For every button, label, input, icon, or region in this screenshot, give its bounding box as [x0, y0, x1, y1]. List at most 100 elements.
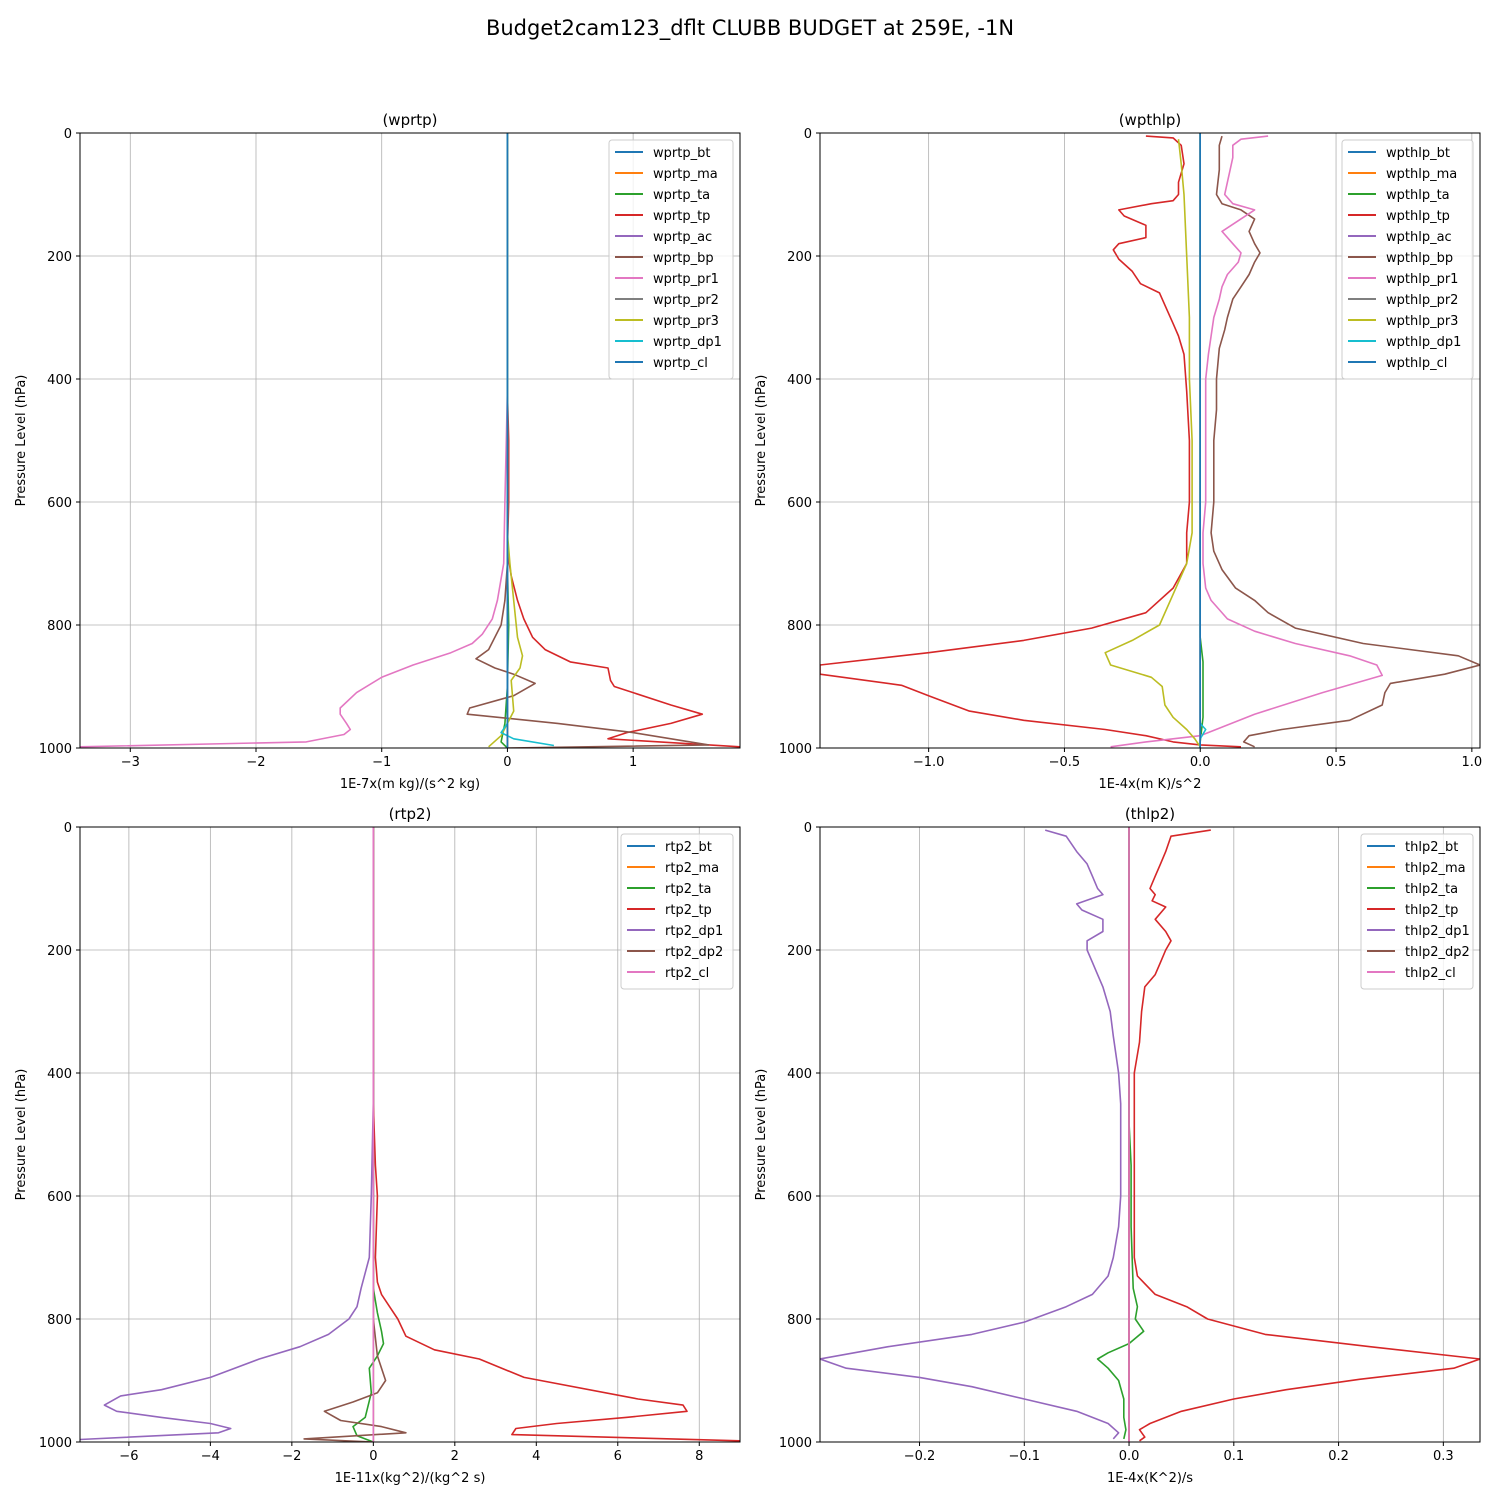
legend-entry: wprtp_pr2 [653, 293, 719, 308]
legend-entry: wpthlp_tp [1386, 209, 1450, 224]
legend: rtp2_bt rtp2_ma rtp2_ta rtp2_tp rtp2_dp1 rtp2… [620, 833, 734, 990]
y-tick-label: 1000 [39, 742, 72, 757]
y-axis-label: Pressure Level (hPa) [14, 375, 29, 507]
x-tick-label: 2 [451, 1449, 459, 1464]
x-tick-label: −0.2 [904, 1449, 936, 1464]
panel-title: (rtp2) [389, 805, 432, 823]
x-axis-label: 1E-11x(kg^2)/(kg^2 s) [335, 1471, 486, 1486]
panel-title: (thlp2) [1125, 805, 1175, 823]
y-tick-label: 600 [47, 496, 72, 511]
y-tick-label: 0 [804, 821, 812, 836]
y-tick-label: 400 [787, 373, 812, 388]
legend-entry: thlp2_ta [1405, 882, 1458, 897]
legend-entry: thlp2_dp2 [1405, 945, 1470, 960]
x-tick-label: 0.2 [1328, 1449, 1349, 1464]
y-tick-label: 600 [47, 1190, 72, 1205]
y-tick-label: 800 [787, 619, 812, 634]
legend-entry: wprtp_bp [653, 251, 714, 266]
legend-entry: rtp2_ma [665, 861, 719, 876]
y-tick-label: 1000 [39, 1436, 72, 1451]
legend-entry: rtp2_dp2 [665, 945, 723, 960]
series-line-wprtp_pr1 [80, 133, 509, 748]
panel-title: (wpthlp) [1119, 111, 1182, 129]
series-line-rtp2_dp2 [303, 827, 407, 1442]
y-tick-label: 800 [47, 1313, 72, 1328]
x-tick-label: −1.0 [913, 755, 945, 770]
x-tick-label: −1 [372, 755, 391, 770]
legend-entry: wpthlp_pr3 [1386, 314, 1458, 329]
legend-entry: wpthlp_cl [1386, 356, 1447, 371]
x-tick-label: 6 [614, 1449, 622, 1464]
x-tick-label: 8 [695, 1449, 703, 1464]
x-tick-label: −6 [119, 1449, 138, 1464]
series-line-thlp2_dp1 [820, 829, 1122, 1440]
legend-entry: rtp2_tp [665, 903, 712, 918]
x-axis-label: 1E-4x(m K)/s^2 [1099, 777, 1202, 792]
axes-frame [79, 132, 741, 749]
legend-entry: wpthlp_dp1 [1386, 335, 1461, 350]
y-tick-label: 600 [787, 1190, 812, 1205]
x-tick-label: 1.0 [1462, 755, 1483, 770]
y-tick-label: 200 [47, 250, 72, 265]
series-line-rtp2_dp1 [80, 827, 375, 1441]
legend-entry: wpthlp_ta [1386, 188, 1450, 203]
series-line-rtp2_ta [352, 827, 385, 1442]
series-line-wprtp_pr3 [488, 133, 524, 748]
axes-frame [819, 826, 1481, 1443]
legend-entry: rtp2_ta [665, 882, 712, 897]
series-line-wpthlp_tp [820, 135, 1242, 748]
legend-entry: wprtp_ta [653, 188, 710, 203]
legend-entry: rtp2_cl [665, 966, 709, 981]
panel-title: (wprtp) [382, 111, 437, 129]
legend-entry: rtp2_bt [665, 840, 712, 855]
x-tick-label: −0.1 [1008, 1449, 1040, 1464]
legend-entry: wpthlp_ac [1386, 230, 1452, 245]
series-group [820, 133, 1480, 748]
x-axis-label: 1E-7x(m kg)/(s^2 kg) [340, 777, 480, 792]
x-tick-label: 4 [532, 1449, 540, 1464]
legend-entry: thlp2_dp1 [1405, 924, 1470, 939]
y-tick-label: 200 [47, 944, 72, 959]
legend-entry: rtp2_dp1 [665, 924, 723, 939]
y-axis-label: Pressure Level (hPa) [754, 1069, 769, 1201]
y-tick-label: 1000 [779, 1436, 812, 1451]
legend-entry: wpthlp_ma [1386, 167, 1457, 182]
legend-entry: wprtp_cl [653, 356, 708, 371]
series-line-thlp2_tp [1133, 829, 1480, 1442]
series-line-wprtp_bp [466, 133, 710, 748]
y-tick-label: 0 [64, 821, 72, 836]
legend-entry: wprtp_ac [653, 230, 712, 245]
y-tick-label: 0 [804, 127, 812, 142]
axes-frame [79, 826, 741, 1443]
x-tick-label: 0.1 [1223, 1449, 1244, 1464]
y-tick-label: 600 [787, 496, 812, 511]
series-group [80, 133, 740, 748]
legend-entry: thlp2_cl [1405, 966, 1456, 981]
legend: wprtp_bt wprtp_ma wprtp_ta wprtp_tp wprtp_ac… [608, 139, 734, 380]
series-line-wpthlp_pr1 [1110, 135, 1383, 748]
y-tick-label: 0 [64, 127, 72, 142]
legend-entry: thlp2_bt [1405, 840, 1458, 855]
legend: wpthlp_bt wpthlp_ma wpthlp_ta wpthlp_tpwpth… [1341, 139, 1474, 380]
x-tick-label: −0.5 [1049, 755, 1081, 770]
x-tick-label: 0 [369, 1449, 377, 1464]
series-group [80, 827, 740, 1442]
x-tick-label: 0.0 [1190, 755, 1211, 770]
panel-4: −0.2 −0.1 0.0 0.1 0.2 0.3 0 200 400 600 800 1000 (th… [754, 805, 1481, 1486]
series-group [820, 827, 1480, 1442]
legend-entry: wprtp_bt [653, 146, 710, 161]
y-tick-label: 200 [787, 250, 812, 265]
legend-entry: wprtp_ma [653, 167, 718, 182]
x-tick-label: 1 [629, 755, 637, 770]
series-line-wprtp_tp [506, 133, 740, 748]
x-tick-label: −3 [121, 755, 140, 770]
legend: thlp2_bt thlp2_ma thlp2_ta thlp2_tp thlp2_dp… [1360, 833, 1474, 990]
y-axis-label: Pressure Level (hPa) [754, 375, 769, 507]
axes-frame [819, 132, 1481, 749]
panel-1: −3 −2 −1 0 1 0 200 400 600 800 1000 (wprtp) 1E-7x(m … [14, 111, 741, 792]
y-axis-label: Pressure Level (hPa) [14, 1069, 29, 1201]
legend-entry: wprtp_pr1 [653, 272, 719, 287]
legend-entry: wpthlp_pr2 [1386, 293, 1458, 308]
figure-title: Budget2cam123_dflt CLUBB BUDGET at 259E,… [485, 16, 1015, 40]
